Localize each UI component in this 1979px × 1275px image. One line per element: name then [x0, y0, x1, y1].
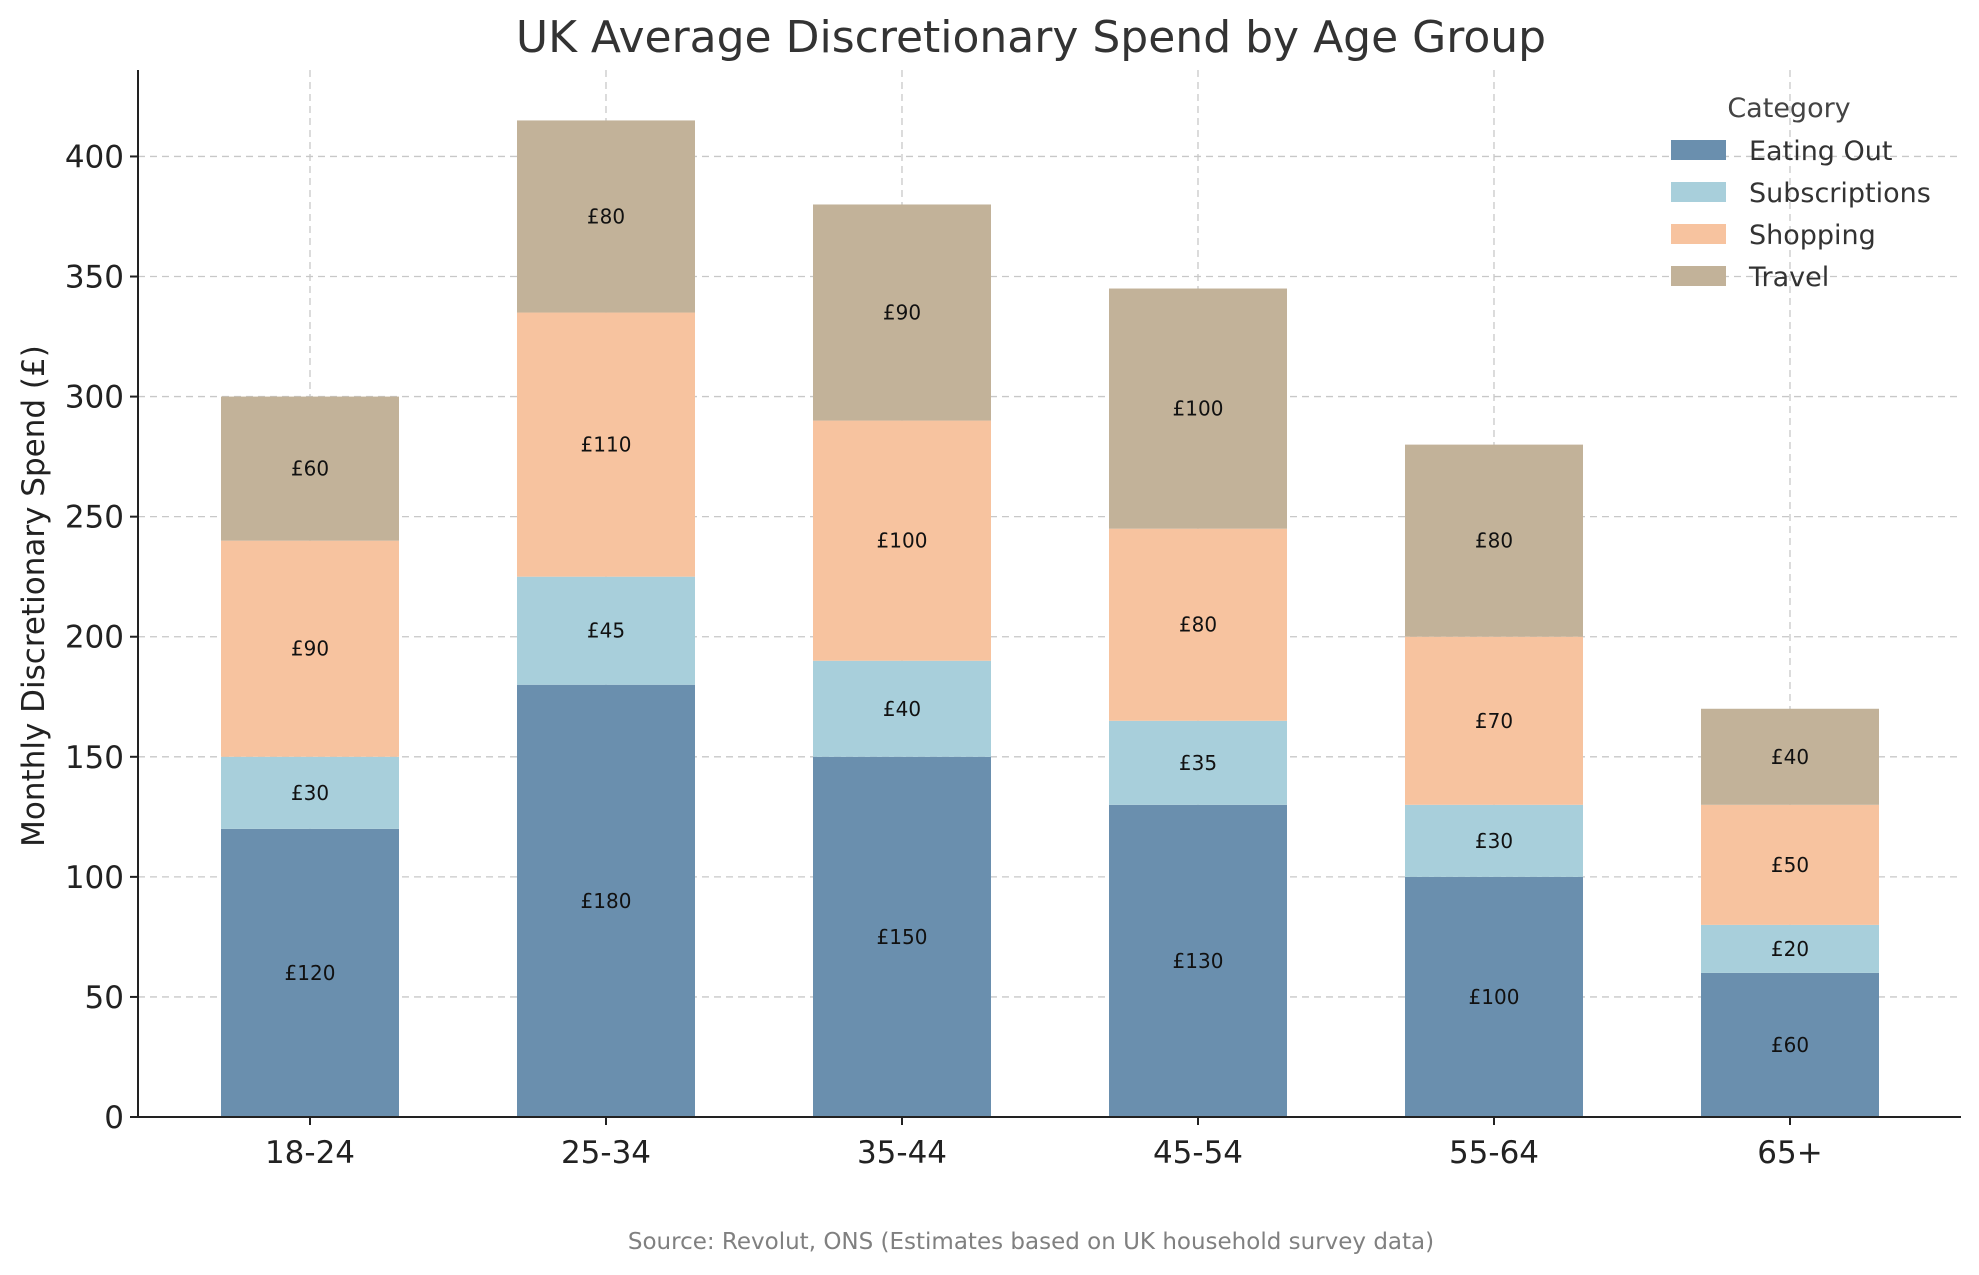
- bar-label-shopping-65+: £50: [1771, 853, 1809, 877]
- y-tick-label: 250: [65, 500, 124, 536]
- bar-subscriptions-25-34: [517, 576, 695, 685]
- bar-eating-out-65+: [1701, 972, 1879, 1117]
- bar-label-eating-out-18-24: £120: [285, 961, 336, 985]
- bar-label-subscriptions-35-44: £40: [883, 697, 921, 721]
- bar-travel-55-64: [1405, 444, 1583, 637]
- x-tick-label-55-64: 55-64: [1449, 1135, 1539, 1171]
- bar-label-subscriptions-18-24: £30: [291, 781, 329, 805]
- bar-label-subscriptions-45-54: £35: [1179, 751, 1217, 775]
- x-tick-label-25-34: 25-34: [561, 1135, 651, 1171]
- y-tick-label: 200: [65, 620, 124, 656]
- bar-travel-25-34: [517, 120, 695, 313]
- bar-label-travel-45-54: £100: [1173, 397, 1224, 421]
- legend: Category Eating Out Subscriptions Shopping…: [1671, 93, 1931, 293]
- bar-label-travel-55-64: £80: [1475, 529, 1513, 553]
- y-tick-label: 150: [65, 740, 124, 776]
- bar-travel-45-54: [1109, 288, 1287, 529]
- y-tick-label: 350: [65, 260, 124, 296]
- legend-label-travel: Travel: [1748, 262, 1829, 293]
- bar-shopping-35-44: [813, 420, 991, 661]
- bar-label-shopping-45-54: £80: [1179, 613, 1217, 637]
- bar-label-subscriptions-25-34: £45: [587, 619, 625, 643]
- bar-subscriptions-35-44: [813, 660, 991, 757]
- bar-label-travel-25-34: £80: [587, 204, 625, 228]
- bar-label-shopping-35-44: £100: [877, 529, 928, 553]
- bar-shopping-45-54: [1109, 528, 1287, 721]
- bar-subscriptions-45-54: [1109, 720, 1287, 805]
- x-tick-label-18-24: 18-24: [265, 1135, 355, 1171]
- x-tick-label-35-44: 35-44: [857, 1135, 947, 1171]
- bar-label-shopping-25-34: £110: [581, 433, 632, 457]
- y-tick-label: 300: [65, 380, 124, 416]
- legend-swatch-travel: [1671, 266, 1726, 286]
- bar-shopping-25-34: [517, 312, 695, 577]
- bar-shopping-18-24: [221, 540, 399, 757]
- legend-title: Category: [1727, 93, 1850, 124]
- bar-label-travel-18-24: £60: [291, 457, 329, 481]
- source-note: Source: Revolut, ONS (Estimates based on…: [628, 1229, 1434, 1255]
- legend-swatch-subscriptions: [1671, 182, 1726, 202]
- bar-shopping-65+: [1701, 804, 1879, 925]
- bar-label-eating-out-45-54: £130: [1173, 949, 1224, 973]
- x-tick-label-45-54: 45-54: [1153, 1135, 1243, 1171]
- bar-subscriptions-18-24: [221, 756, 399, 829]
- bar-travel-18-24: [221, 396, 399, 541]
- bar-label-shopping-55-64: £70: [1475, 709, 1513, 733]
- bar-eating-out-18-24: [221, 828, 399, 1117]
- bar-eating-out-25-34: [517, 684, 695, 1117]
- bar-subscriptions-55-64: [1405, 804, 1583, 877]
- legend-label-shopping: Shopping: [1749, 220, 1876, 251]
- bar-label-travel-65+: £40: [1771, 745, 1809, 769]
- bar-travel-35-44: [813, 204, 991, 421]
- bar-label-subscriptions-65+: £20: [1771, 937, 1809, 961]
- chart-title: UK Average Discretionary Spend by Age Gr…: [516, 12, 1546, 63]
- bars: [221, 120, 1879, 1117]
- legend-label-subscriptions: Subscriptions: [1749, 178, 1931, 209]
- bar-subscriptions-65+: [1701, 924, 1879, 973]
- axes: 0 50 100 150 200 250 300 350 400 18-24 25-34 35-44 4…: [65, 70, 1961, 1171]
- bar-label-travel-35-44: £90: [883, 301, 921, 325]
- legend-swatch-eating-out: [1671, 140, 1726, 160]
- y-axis-title: Monthly Discretionary Spend (£): [16, 345, 52, 847]
- bar-label-eating-out-55-64: £100: [1469, 985, 1520, 1009]
- bar-label-eating-out-35-44: £150: [877, 925, 928, 949]
- bar-eating-out-55-64: [1405, 876, 1583, 1117]
- y-tick-label: 400: [65, 139, 124, 175]
- y-tick-label: 100: [65, 860, 124, 896]
- bar-eating-out-35-44: [813, 756, 991, 1117]
- bar-label-subscriptions-55-64: £30: [1475, 829, 1513, 853]
- x-tick-label-65+: 65+: [1757, 1135, 1822, 1171]
- bar-travel-65+: [1701, 708, 1879, 805]
- y-tick-label: 0: [104, 1100, 124, 1136]
- bar-value-labels: £120 £30 £90 £60 £180 £45 £110 £80 £150 £40 £100 £9…: [285, 204, 1810, 1056]
- bar-shopping-55-64: [1405, 636, 1583, 805]
- bar-label-eating-out-25-34: £180: [581, 889, 632, 913]
- bar-label-eating-out-65+: £60: [1771, 1033, 1809, 1057]
- bar-label-shopping-18-24: £90: [291, 637, 329, 661]
- legend-swatch-shopping: [1671, 224, 1726, 244]
- bar-eating-out-45-54: [1109, 804, 1287, 1117]
- legend-label-eating-out: Eating Out: [1749, 136, 1892, 167]
- y-tick-label: 50: [85, 980, 124, 1016]
